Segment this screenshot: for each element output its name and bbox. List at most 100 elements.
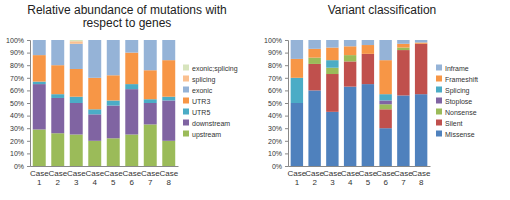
tick-label: 70% [268, 75, 282, 82]
bar-segment [162, 40, 175, 41]
tick-mark [285, 65, 288, 66]
bar-segment [144, 103, 157, 124]
bar-segment [70, 103, 83, 135]
tick: Case5 [104, 166, 123, 187]
axis-line [31, 166, 179, 167]
tick-label: Case5 [104, 169, 123, 187]
tick-label: 0% [272, 163, 282, 170]
bar-segment [107, 100, 120, 105]
tick: 90% [10, 49, 30, 56]
tick-label: 90% [10, 49, 24, 56]
bar-segment [107, 75, 120, 100]
bar-segment [125, 40, 138, 41]
bar-segment [125, 135, 138, 167]
bar-segment [415, 43, 427, 44]
tick-label: Case7 [394, 169, 413, 187]
tick-mark [27, 128, 30, 129]
tick-mark [27, 90, 30, 91]
y-axis: 0%10%20%30%40%50%60%70%80%90%100% [6, 37, 30, 170]
bar-segment [162, 141, 175, 166]
bar-segment [88, 40, 101, 41]
tick: Case2 [48, 166, 67, 187]
bar-segment [107, 40, 120, 41]
bar-segment [51, 40, 64, 41]
legend-swatch [183, 109, 189, 115]
tick-label: Case2 [48, 169, 67, 187]
axis-line [289, 166, 431, 167]
bar-segment [362, 54, 374, 84]
bar-segment [88, 40, 101, 41]
x-axis: Case1Case2Case3Case4Case5Case6Case7Case8 [30, 166, 179, 187]
tick-label: Case3 [67, 169, 86, 187]
tick-label: Case7 [141, 169, 160, 187]
legend-label: Nonsense [445, 109, 477, 116]
bar-segment [107, 106, 120, 139]
tick-label: 30% [10, 125, 24, 132]
tick: Case8 [159, 166, 178, 187]
legend-swatch [183, 120, 189, 126]
legend: InframeFrameshiftSplicingStoploseNonsens… [436, 65, 478, 138]
tick: 70% [10, 75, 30, 82]
legend-swatch [436, 131, 442, 137]
bar-segment [144, 40, 157, 41]
bar-segment [33, 82, 46, 85]
tick-label: 40% [268, 112, 282, 119]
bar-segment [88, 114, 101, 140]
tick-label: 10% [10, 150, 24, 157]
bar-segment [397, 50, 409, 95]
tick: Case7 [394, 166, 413, 187]
axis-line [285, 41, 289, 167]
tick: 40% [268, 112, 288, 119]
tick: Case4 [341, 166, 360, 187]
tick-mark [285, 90, 288, 91]
legend-swatch [436, 87, 442, 93]
bar-segment [70, 40, 83, 41]
bar-segment [344, 40, 356, 46]
legend-label: Splicing [445, 87, 470, 95]
tick: 30% [10, 125, 30, 132]
bar-segment [379, 109, 391, 128]
tick: 0% [14, 163, 30, 170]
bar-segment [362, 84, 374, 166]
tick-label: Case2 [305, 169, 324, 187]
tick-mark [27, 116, 30, 117]
tick-label: 100% [264, 37, 282, 44]
tick-mark [27, 78, 30, 79]
bar-segment [51, 40, 64, 65]
tick: 100% [6, 37, 30, 44]
bar-segment [291, 103, 303, 166]
bar-segment [33, 129, 46, 166]
tick-label: Case6 [376, 169, 395, 187]
tick-mark [27, 40, 30, 41]
tick-mark [285, 116, 288, 117]
tick-mark [285, 103, 288, 104]
legend-swatch [183, 131, 189, 137]
bar-segment [308, 90, 320, 166]
legend-swatch [436, 98, 442, 104]
bar-segment [144, 99, 157, 103]
legend-label: exonic;splicing [192, 65, 238, 73]
tick-label: 60% [268, 87, 282, 94]
tick-mark [285, 166, 288, 167]
legend-swatch [183, 65, 189, 71]
bar-segment [397, 95, 409, 166]
bar-segment [397, 44, 409, 48]
bar-segment [51, 133, 64, 166]
bar-segment [33, 40, 46, 41]
tick: 20% [268, 138, 288, 145]
legend-swatch [436, 109, 442, 115]
tick: 20% [10, 138, 30, 145]
bar-segment [379, 104, 391, 109]
bar-segment [125, 40, 138, 41]
tick-label: 70% [10, 75, 24, 82]
bar-segment [308, 64, 320, 90]
bar-segment [326, 68, 338, 74]
bar-segment [415, 40, 427, 43]
tick-label: Case4 [85, 169, 104, 187]
bar-segment [379, 60, 391, 94]
bar-segment [415, 94, 427, 166]
tick-mark [285, 141, 288, 142]
axis-line [27, 41, 31, 167]
title: Relative abundance of mutations withresp… [27, 3, 226, 30]
tick-mark [27, 153, 30, 154]
